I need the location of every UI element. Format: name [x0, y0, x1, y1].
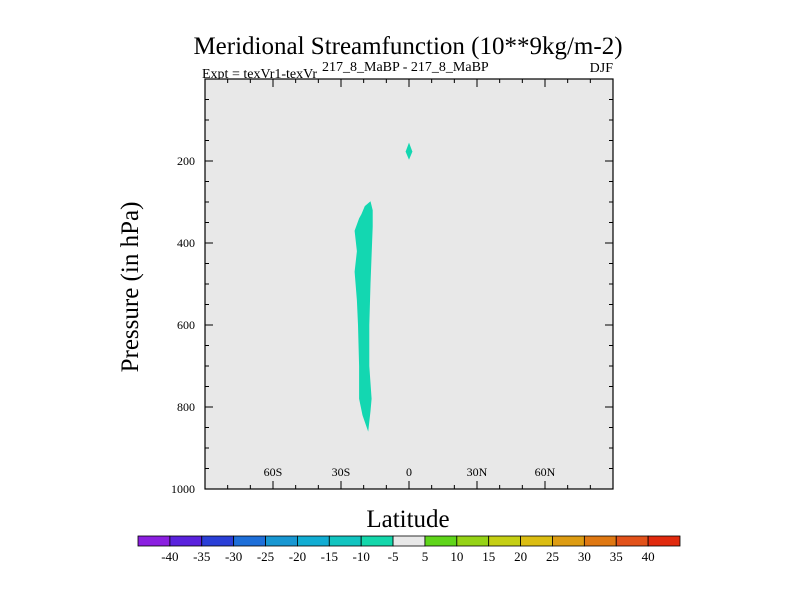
y-tick-label: 200 — [177, 154, 195, 168]
colorbar-label: -25 — [257, 549, 274, 564]
plot-area — [205, 79, 613, 489]
colorbar-label: 30 — [578, 549, 591, 564]
experiment-names: 217_8_MaBP - 217_8_MaBP — [322, 60, 489, 75]
season-label: DJF — [590, 61, 614, 76]
colorbar-label: -40 — [161, 549, 178, 564]
chart-title: Meridional Streamfunction (10**9kg/m-2) — [193, 33, 622, 60]
colorbar-label: 35 — [610, 549, 623, 564]
colorbar-label: -30 — [225, 549, 242, 564]
colorbar-label: 5 — [422, 549, 429, 564]
colorbar-label: -5 — [388, 549, 399, 564]
colorbar-label: 25 — [546, 549, 559, 564]
colorbar: -40 -35 -30 -25 -20 -15 -10 -5 5 10 15 20 25 30 35 40 — [137, 535, 681, 564]
colorbar-swatch — [456, 535, 490, 547]
contour-fills — [354, 142, 413, 432]
y-tick-label: 1000 — [171, 482, 195, 496]
colorbar-swatch — [265, 535, 298, 547]
colorbar-swatch — [360, 535, 394, 547]
y-axis-title: Pressure (in hPa) — [117, 202, 144, 373]
colorbar-label: -35 — [193, 549, 210, 564]
experiment-label: Expt = texVr1-texVr — [202, 67, 317, 82]
colorbar-swatch — [201, 535, 235, 547]
colorbar-swatch — [328, 535, 362, 547]
colorbar-swatch — [233, 535, 266, 547]
colorbar-swatch — [488, 535, 521, 547]
x-tick-label: 60S — [264, 465, 283, 479]
y-tick-label: 800 — [177, 400, 195, 414]
colorbar-swatch — [392, 535, 426, 547]
colorbar-swatch — [520, 535, 553, 547]
x-tick-label: 60N — [535, 465, 556, 479]
colorbar-swatch — [552, 535, 585, 547]
colorbar-label: -20 — [289, 549, 306, 564]
colorbar-label: 10 — [450, 549, 463, 564]
contour-region-lower-tropospheric-cell — [354, 201, 373, 432]
colorbar-label: 40 — [642, 549, 655, 564]
x-axis: 60S 30S 0 30N 60N — [227, 79, 591, 489]
colorbar-swatch — [615, 535, 649, 547]
colorbar-swatch — [169, 535, 203, 547]
colorbar-swatch — [647, 535, 681, 547]
y-tick-label: 600 — [177, 318, 195, 332]
colorbar-label: 20 — [514, 549, 527, 564]
colorbar-swatch — [424, 535, 458, 547]
x-tick-label: 30N — [467, 465, 488, 479]
colorbar-swatch — [137, 535, 171, 547]
x-tick-label: 30S — [332, 465, 351, 479]
colorbar-label: 15 — [482, 549, 495, 564]
colorbar-label: -15 — [321, 549, 338, 564]
x-tick-label: 0 — [406, 465, 412, 479]
y-tick-label: 400 — [177, 236, 195, 250]
x-axis-title: Latitude — [366, 506, 449, 533]
y-axis: 200 400 600 800 1000 — [171, 99, 613, 496]
colorbar-swatch — [583, 535, 617, 547]
colorbar-swatch — [297, 535, 330, 547]
contour-region-upper-small-cell — [405, 142, 413, 160]
colorbar-label: -10 — [353, 549, 370, 564]
